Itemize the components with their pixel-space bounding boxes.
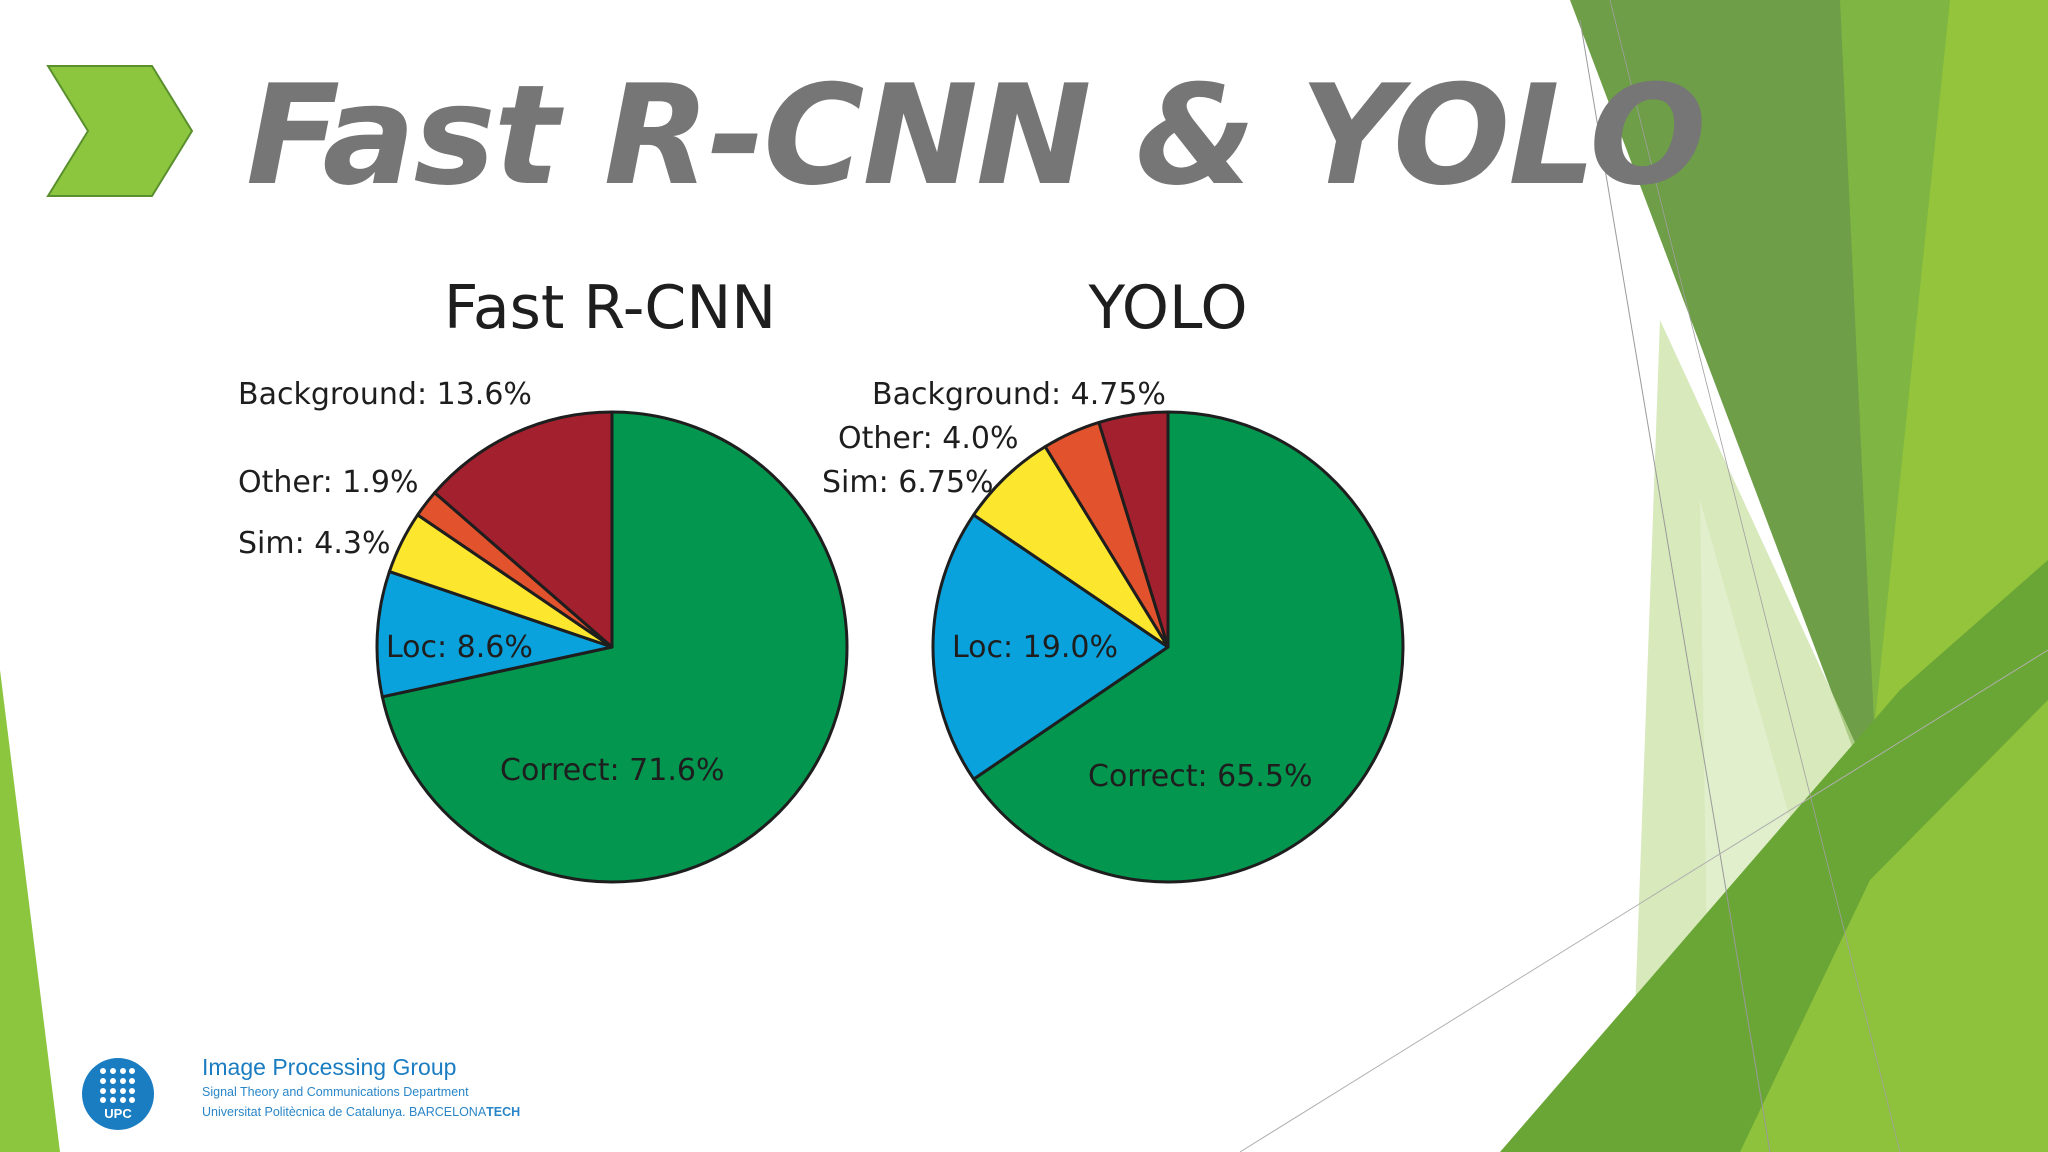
chart-title-fast-r-cnn: Fast R-CNN	[444, 273, 776, 343]
pie-slice-fast-r-cnn-1	[375, 570, 614, 699]
department-name: Signal Theory and Communications Departm…	[202, 1085, 469, 1099]
pie-chart-yolo: YOLO Correct: 65.5% Loc: 19.0% Sim: 6.75% Ot…	[822, 273, 1405, 884]
slice-label-fast-r-cnn-3: Other: 1.9%	[238, 465, 419, 500]
slice-label-yolo-1: Loc: 19.0%	[952, 630, 1118, 665]
footer-branding: UPC Image Processing Group Signal Theory…	[82, 1052, 602, 1142]
university-name: Universitat Politècnica de Catalunya. BA…	[202, 1105, 520, 1119]
decor-line-1	[1579, 19, 1771, 1152]
pie-slice-fast-r-cnn-0	[380, 410, 849, 884]
title-chevron-icon	[46, 65, 194, 197]
slice-label-fast-r-cnn-1: Loc: 8.6%	[386, 630, 533, 665]
decor-line-3	[1609, 0, 1901, 1152]
university-suffix: TECH	[486, 1105, 521, 1119]
slice-label-fast-r-cnn-2: Sim: 4.3%	[238, 526, 390, 561]
slice-label-fast-r-cnn-4: Background: 13.6%	[238, 377, 532, 412]
group-name: Image Processing Group	[202, 1054, 457, 1080]
slice-label-yolo-2: Sim: 6.75%	[822, 465, 994, 500]
slice-label-fast-r-cnn-0: Correct: 71.6%	[500, 753, 724, 788]
slice-label-yolo-4: Background: 4.75%	[872, 377, 1166, 412]
pie-chart-fast-r-cnn: Fast R-CNN Correct: 71.6% Loc: 8.6% Sim: 4.…	[238, 273, 849, 884]
upc-logo-dots	[100, 1068, 136, 1104]
upc-logo-text: UPC	[104, 1106, 132, 1121]
left-green-strip	[0, 670, 60, 1152]
chart-title-yolo: YOLO	[1087, 273, 1247, 343]
pie-slice-yolo-4	[1097, 410, 1170, 649]
slice-label-yolo-3: Other: 4.0%	[838, 421, 1019, 456]
upc-logo: UPC	[82, 1058, 154, 1130]
decor-line-2	[1239, 649, 2048, 1152]
slide-title: Fast R-CNN & YOLO	[246, 55, 1707, 216]
pie-slice-fast-r-cnn-4	[433, 410, 614, 649]
pie-slice-yolo-0	[972, 410, 1405, 884]
bottom-bright-band	[1740, 700, 2048, 1152]
right-dark-band	[1570, 0, 1920, 820]
university-text: Universitat Politècnica de Catalunya. BA…	[202, 1105, 487, 1119]
slice-label-yolo-0: Correct: 65.5%	[1088, 759, 1312, 794]
pie-slice-yolo-1	[931, 513, 1170, 781]
